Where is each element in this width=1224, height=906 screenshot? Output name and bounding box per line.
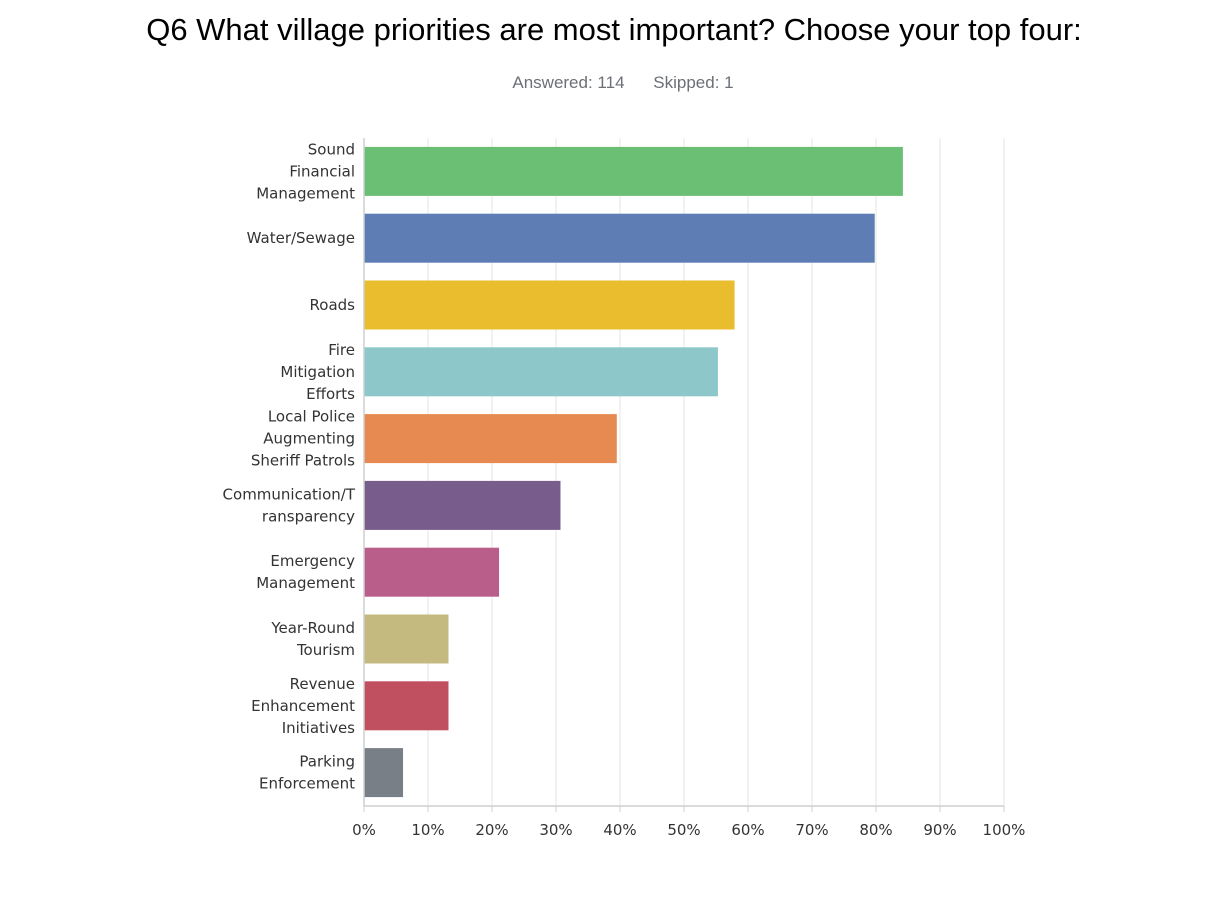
category-label: Communication/T [223,485,356,503]
category-label: Revenue [290,675,355,693]
category-label: Initiatives [282,719,355,737]
category-label: Year-Round [270,619,355,637]
category-label: Fire [328,341,355,359]
bar[interactable] [364,280,735,330]
bar[interactable] [364,146,903,196]
x-tick-label: 100% [983,821,1026,839]
x-tick-label: 60% [731,821,764,839]
response-stats: Answered: 114 Skipped: 1 [0,73,1224,93]
bar[interactable] [364,748,404,798]
x-tick-label: 50% [667,821,700,839]
x-tick-label: 20% [475,821,508,839]
bar[interactable] [364,347,718,397]
x-tick-label: 90% [923,821,956,839]
category-label: Management [256,574,355,592]
x-tick-label: 0% [352,821,376,839]
category-label: Management [256,184,355,202]
category-label: Financial [289,162,355,180]
category-label: Water/Sewage [247,229,355,247]
bars [364,146,903,798]
axes [363,138,1005,812]
x-tick-label: 80% [859,821,892,839]
x-tick-labels: 0% 10% 20% 30% 40% 50% 60% 70% 80% 90% 100% [352,821,1025,839]
category-labels: Sound Financial Management Water/Sewage Road… [223,140,356,792]
bar[interactable] [364,614,449,664]
category-label: Augmenting [263,430,355,448]
skipped-count: Skipped: 1 [653,73,734,92]
category-label: Sound [308,140,355,158]
x-tick-label: 40% [603,821,636,839]
category-label: Parking [299,753,355,771]
bar[interactable] [364,681,449,731]
category-label: Enforcement [259,775,355,793]
bar[interactable] [364,480,561,530]
category-label: Emergency [270,552,355,570]
bar[interactable] [364,414,617,464]
category-label: ransparency [262,507,355,525]
x-tick-label: 30% [539,821,572,839]
x-tick-label: 10% [411,821,444,839]
answered-count: Answered: 114 [512,73,625,92]
category-label: Sheriff Patrols [251,452,355,470]
category-label: Mitigation [280,363,355,381]
category-label: Tourism [296,641,355,659]
x-tick-label: 70% [795,821,828,839]
chart-title: Q6 What village priorities are most impo… [146,12,1082,47]
category-label: Local Police [268,408,355,426]
category-label: Efforts [306,385,355,403]
category-label: Roads [310,296,356,314]
category-label: Enhancement [251,697,355,715]
bar[interactable] [364,213,875,263]
bar[interactable] [364,547,500,597]
